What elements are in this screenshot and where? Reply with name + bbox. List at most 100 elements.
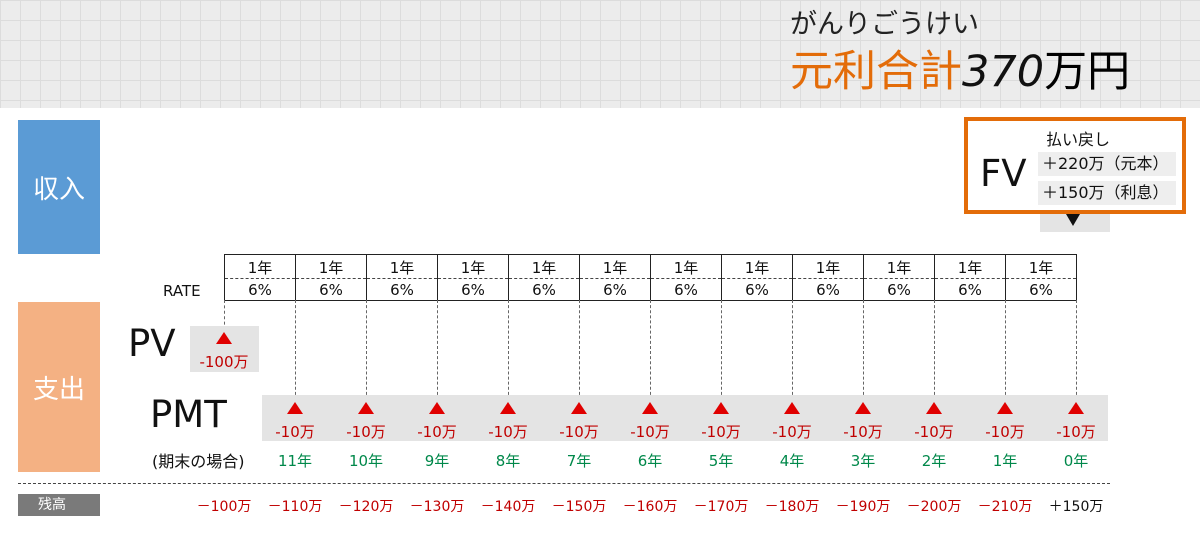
balance-value: －160万 bbox=[622, 499, 678, 515]
timeline-guide bbox=[366, 300, 367, 400]
timeline-guide bbox=[295, 300, 296, 400]
period-years: 1年 bbox=[886, 259, 912, 277]
period-cell: 1年 6% bbox=[437, 254, 508, 301]
pmt-years-remaining: 10年 bbox=[348, 452, 384, 470]
period-years: 1年 bbox=[318, 259, 344, 277]
timeline-guide bbox=[508, 300, 509, 400]
cell-divider bbox=[722, 278, 792, 279]
cell-divider bbox=[1006, 278, 1076, 279]
timeline-guide bbox=[934, 300, 935, 400]
total-label: 元利合計 bbox=[790, 47, 962, 97]
period-rate: 6% bbox=[958, 281, 982, 299]
period-rate: 6% bbox=[887, 281, 911, 299]
timeline-guide bbox=[650, 300, 651, 400]
fv-arrow-icon bbox=[1066, 214, 1080, 226]
timeline-guide bbox=[1076, 300, 1077, 400]
pmt-marker-icon bbox=[713, 402, 729, 414]
balance-value: －110万 bbox=[267, 499, 323, 515]
balance-value: －180万 bbox=[764, 499, 820, 515]
period-years: 1年 bbox=[815, 259, 841, 277]
period-grid: 1年 6% 1年 6% 1年 6% 1年 6% 1年 6% 1年 6% 1年 6% 1年 6% 1年 6% 1年 6%… bbox=[224, 254, 1077, 301]
timeline-guide bbox=[437, 300, 438, 400]
period-years: 1年 bbox=[389, 259, 415, 277]
period-cell: 1年 6% bbox=[650, 254, 721, 301]
period-cell: 1年 6% bbox=[792, 254, 863, 301]
balance-value: －200万 bbox=[906, 499, 962, 515]
pmt-amount: -10万 bbox=[346, 423, 386, 441]
expense-label: 支出 bbox=[18, 302, 100, 472]
balance-value: －190万 bbox=[835, 499, 891, 515]
total-furigana: がんりごうけい bbox=[790, 9, 979, 40]
cell-divider bbox=[793, 278, 863, 279]
period-rate: 6% bbox=[816, 281, 840, 299]
period-cell: 1年 6% bbox=[295, 254, 366, 301]
period-rate: 6% bbox=[532, 281, 556, 299]
cell-divider bbox=[864, 278, 934, 279]
timeline-guide bbox=[1005, 300, 1006, 400]
pv-label: PV bbox=[128, 322, 176, 365]
income-label: 収入 bbox=[18, 120, 100, 254]
period-years: 1年 bbox=[1028, 259, 1054, 277]
fv-label: FV bbox=[980, 152, 1027, 195]
balance-value: －130万 bbox=[409, 499, 465, 515]
period-rate: 6% bbox=[390, 281, 414, 299]
pmt-label: PMT bbox=[150, 393, 227, 436]
pmt-years-remaining: 6年 bbox=[637, 452, 663, 470]
period-cell: 1年 6% bbox=[508, 254, 579, 301]
period-years: 1年 bbox=[247, 259, 273, 277]
period-cell: 1年 6% bbox=[721, 254, 792, 301]
timeline-guide bbox=[721, 300, 722, 400]
pmt-years-remaining: 1年 bbox=[992, 452, 1018, 470]
cell-divider bbox=[225, 278, 295, 279]
timeline-guide bbox=[863, 300, 864, 400]
cell-divider bbox=[580, 278, 650, 279]
pmt-marker-icon bbox=[855, 402, 871, 414]
pmt-amount: -10万 bbox=[843, 423, 883, 441]
pmt-years-remaining: 3年 bbox=[850, 452, 876, 470]
pmt-amount: -10万 bbox=[275, 423, 315, 441]
period-years: 1年 bbox=[673, 259, 699, 277]
balance-value: －210万 bbox=[977, 499, 1033, 515]
pmt-marker-icon bbox=[358, 402, 374, 414]
period-rate: 6% bbox=[1029, 281, 1053, 299]
pmt-marker-icon bbox=[997, 402, 1013, 414]
period-years: 1年 bbox=[602, 259, 628, 277]
pmt-years-remaining: 8年 bbox=[495, 452, 521, 470]
cell-divider bbox=[367, 278, 437, 279]
pmt-marker-icon bbox=[784, 402, 800, 414]
period-rate: 6% bbox=[603, 281, 627, 299]
pmt-amount: -10万 bbox=[985, 423, 1025, 441]
balance-value: －120万 bbox=[338, 499, 394, 515]
total-amount: 370 bbox=[962, 47, 1045, 97]
cell-divider bbox=[296, 278, 366, 279]
period-cell: 1年 6% bbox=[863, 254, 934, 301]
balance-label: 残高 bbox=[18, 494, 100, 516]
balance-value: －140万 bbox=[480, 499, 536, 515]
cell-divider bbox=[438, 278, 508, 279]
period-rate: 6% bbox=[461, 281, 485, 299]
period-rate: 6% bbox=[745, 281, 769, 299]
balance-divider bbox=[18, 483, 1110, 484]
pmt-years-remaining: 7年 bbox=[566, 452, 592, 470]
pmt-amount: -10万 bbox=[1056, 423, 1096, 441]
pmt-timing-note: (期末の場合) bbox=[152, 452, 245, 471]
balance-value: －170万 bbox=[693, 499, 749, 515]
period-cell: 1年 6% bbox=[1005, 254, 1077, 301]
pmt-marker-icon bbox=[1068, 402, 1084, 414]
fv-principal: ＋220万（元本） bbox=[1038, 152, 1176, 176]
period-rate: 6% bbox=[248, 281, 272, 299]
cell-divider bbox=[509, 278, 579, 279]
pmt-years-remaining: 2年 bbox=[921, 452, 947, 470]
period-years: 1年 bbox=[531, 259, 557, 277]
pmt-marker-icon bbox=[429, 402, 445, 414]
fv-interest: ＋150万（利息） bbox=[1038, 181, 1176, 205]
pmt-years-remaining: 5年 bbox=[708, 452, 734, 470]
pmt-marker-icon bbox=[571, 402, 587, 414]
pmt-marker-icon bbox=[926, 402, 942, 414]
timeline-guide bbox=[224, 300, 225, 330]
period-cell: 1年 6% bbox=[579, 254, 650, 301]
timeline-guide bbox=[579, 300, 580, 400]
pv-marker-icon bbox=[216, 332, 232, 344]
period-cell: 1年 6% bbox=[224, 254, 295, 301]
period-years: 1年 bbox=[460, 259, 486, 277]
